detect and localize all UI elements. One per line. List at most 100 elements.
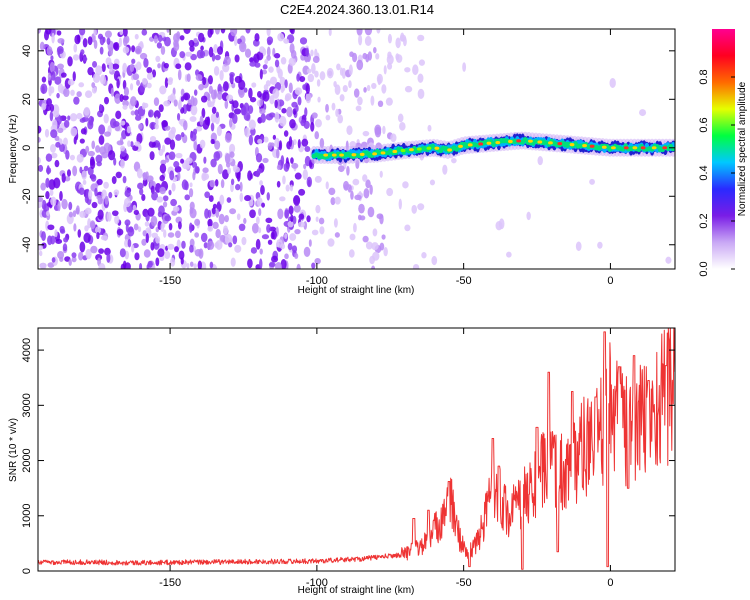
noise-blob <box>262 91 270 102</box>
noise-blob <box>93 39 98 49</box>
noise-blob <box>73 223 77 232</box>
noise-blob <box>228 242 233 248</box>
noise-blob <box>224 132 232 143</box>
noise-blob <box>135 61 142 71</box>
signal-peak <box>537 140 543 144</box>
noise-blob <box>249 209 256 219</box>
signal-peak <box>416 147 422 151</box>
noise-blob <box>181 240 186 249</box>
noise-blob <box>101 63 106 73</box>
noise-blob <box>159 174 165 182</box>
noise-blob <box>175 152 183 159</box>
noise-blob <box>136 168 143 179</box>
noise-blob <box>108 191 113 199</box>
noise-blob <box>123 86 130 97</box>
noise-blob <box>103 181 109 189</box>
spectrogram-x-ticks: -150 -100 -50 0 <box>159 29 613 287</box>
noise-blob <box>180 257 184 265</box>
noise-blob <box>139 262 143 269</box>
noise-blob <box>155 235 161 244</box>
colorbar: 0.0 0.2 0.4 0.6 0.8 Normalized spectral ampl… <box>698 29 748 277</box>
noise-blob <box>213 44 218 54</box>
noise-blob <box>417 88 425 99</box>
noise-blob <box>207 225 213 232</box>
noise-blob <box>38 29 41 34</box>
noise-blob <box>325 181 329 190</box>
noise-blob <box>98 124 106 135</box>
noise-blob <box>310 49 314 57</box>
noise-blob <box>110 87 114 97</box>
noise-blob <box>157 34 163 43</box>
noise-blob <box>274 99 278 109</box>
noise-blob <box>266 29 271 37</box>
noise-blob <box>229 73 234 84</box>
noise-blob <box>348 80 352 89</box>
noise-blob <box>133 209 140 215</box>
noise-blob <box>357 96 363 106</box>
noise-blob <box>261 234 270 240</box>
noise-blob <box>412 64 419 76</box>
noise-blob <box>639 109 647 117</box>
y-tick-label: 40 <box>21 45 33 57</box>
noise-blob <box>267 239 273 245</box>
noise-blob <box>307 73 315 83</box>
noise-blob <box>229 151 235 158</box>
noise-blob <box>41 103 47 111</box>
noise-blob <box>248 134 254 146</box>
noise-blob <box>178 221 182 230</box>
noise-blob <box>46 46 53 56</box>
signal-peak <box>323 153 329 157</box>
noise-blob <box>365 241 373 250</box>
noise-blob <box>189 182 193 188</box>
noise-blob <box>259 108 266 115</box>
noise-blob <box>207 98 212 108</box>
noise-blob <box>46 165 50 175</box>
noise-blob <box>136 79 140 86</box>
noise-blob <box>244 127 251 138</box>
noise-blob <box>38 125 42 134</box>
noise-blob <box>206 116 211 127</box>
noise-blob <box>50 196 57 206</box>
noise-blob <box>369 184 373 195</box>
noise-blob <box>248 199 254 207</box>
noise-blob <box>57 127 64 134</box>
noise-blob <box>122 36 128 47</box>
noise-blob <box>179 51 186 59</box>
x-tick-label: -50 <box>456 275 472 287</box>
noise-blob <box>46 98 53 107</box>
noise-blob <box>215 111 220 118</box>
noise-blob <box>363 86 367 93</box>
noise-blob <box>164 137 172 145</box>
colorbar-ticks: 0.0 0.2 0.4 0.6 0.8 <box>698 69 735 277</box>
noise-blob <box>54 76 62 85</box>
noise-blob <box>248 119 256 130</box>
noise-blob <box>226 197 232 203</box>
noise-blob <box>314 70 319 78</box>
noise-blob <box>214 140 221 150</box>
noise-blob <box>216 91 223 100</box>
noise-blob <box>213 151 221 161</box>
noise-blob <box>138 123 143 130</box>
noise-blob <box>266 224 271 233</box>
spectrogram-signal-band <box>309 131 675 165</box>
noise-blob <box>47 72 52 81</box>
noise-blob <box>74 34 81 45</box>
noise-blob <box>149 180 156 190</box>
noise-blob <box>342 84 348 93</box>
noise-blob <box>261 202 265 208</box>
noise-blob <box>267 142 273 151</box>
noise-blob <box>230 182 234 193</box>
noise-blob <box>319 71 326 81</box>
noise-blob <box>377 100 384 108</box>
noise-blob <box>167 78 173 86</box>
noise-blob <box>95 154 103 164</box>
noise-blob <box>311 112 318 119</box>
noise-blob <box>402 181 409 189</box>
noise-blob <box>142 178 148 187</box>
noise-blob <box>89 220 96 229</box>
noise-blob <box>236 171 241 182</box>
signal-peak <box>582 144 587 148</box>
noise-blob <box>133 223 139 231</box>
noise-blob <box>276 148 280 159</box>
noise-blob <box>146 82 152 89</box>
